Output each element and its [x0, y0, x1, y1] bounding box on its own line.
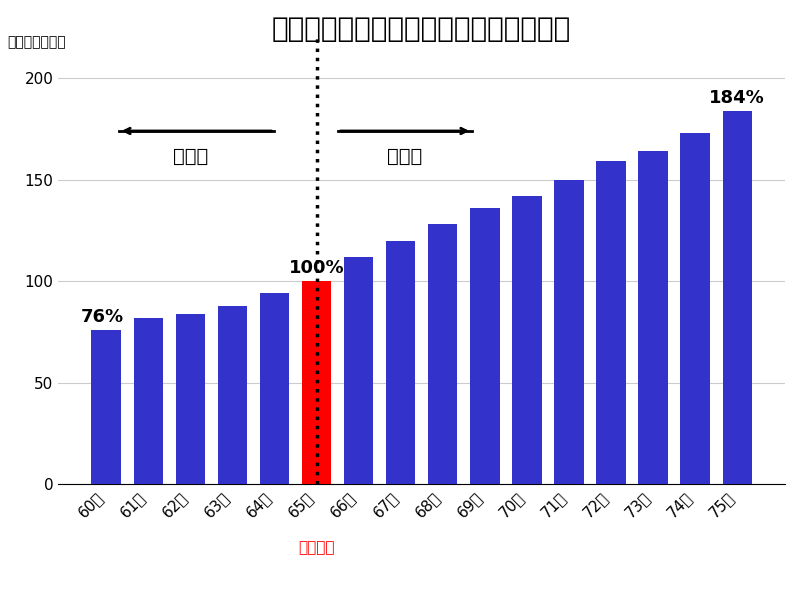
Bar	[428, 224, 458, 484]
Bar	[512, 196, 542, 484]
Bar	[470, 208, 499, 484]
Bar	[218, 305, 247, 484]
Text: （パーセント）: （パーセント）	[7, 35, 66, 49]
Title: 繰上げ・繰下げ受給による年金額の増減: 繰上げ・繰下げ受給による年金額の増減	[272, 15, 571, 43]
Bar	[134, 318, 163, 484]
Text: 100%: 100%	[289, 259, 344, 277]
Bar	[260, 293, 289, 484]
Bar	[681, 133, 710, 484]
Bar	[302, 281, 331, 484]
Bar	[344, 257, 374, 484]
Bar	[722, 110, 752, 484]
Bar	[91, 330, 121, 484]
Text: 繰上げ: 繰上げ	[173, 147, 208, 166]
Text: 繰下げ: 繰下げ	[387, 147, 422, 166]
Text: （標準）: （標準）	[298, 540, 334, 555]
Text: 76%: 76%	[80, 308, 123, 326]
Text: 184%: 184%	[710, 89, 765, 107]
Bar	[554, 180, 584, 484]
Bar	[175, 314, 205, 484]
Bar	[638, 151, 668, 484]
Bar	[386, 241, 415, 484]
Bar	[596, 161, 626, 484]
